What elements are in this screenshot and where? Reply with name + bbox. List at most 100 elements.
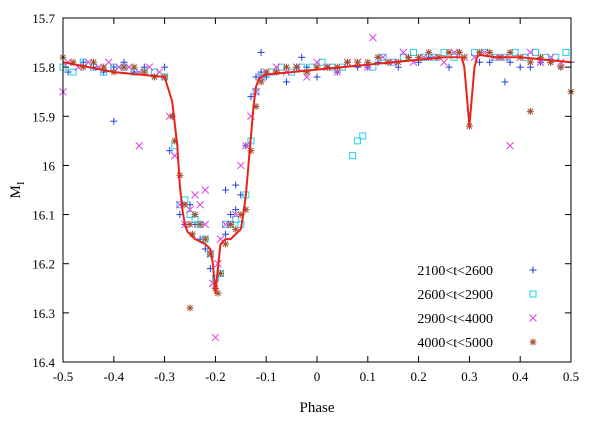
data-point-series-4	[404, 53, 412, 61]
x-tick-label: 0.2	[410, 369, 426, 384]
y-tick-label: 16.3	[32, 306, 55, 321]
y-tick-label: 15.9	[32, 109, 55, 124]
y-tick-label: 16	[42, 158, 56, 173]
legend-label: 4000<t<5000	[417, 336, 493, 351]
data-point-series-1	[516, 63, 524, 71]
data-point-series-3	[526, 48, 535, 57]
data-point-series-1	[161, 63, 169, 71]
data-point-series-4	[186, 220, 194, 228]
data-point-series-1	[445, 63, 453, 71]
data-point-series-4	[216, 270, 224, 278]
data-point-series-4	[445, 48, 453, 56]
data-point-series-3	[145, 63, 154, 71]
data-point-series-2	[359, 132, 367, 140]
data-point-series-4	[486, 48, 494, 56]
data-point-series-4	[257, 78, 265, 86]
data-point-series-3	[135, 141, 144, 150]
x-tick-label: -0.3	[154, 369, 175, 384]
data-point-series-4	[196, 220, 204, 228]
data-point-series-3	[236, 161, 245, 170]
data-point-series-1	[313, 73, 321, 81]
data-point-series-1	[257, 48, 265, 56]
data-point-series-4	[526, 107, 534, 115]
data-point-series-1	[222, 186, 230, 194]
data-point-series-4	[130, 63, 138, 71]
legend: 2100<t<2600 2600<t<2900 2900<t<4000 4000<t<…	[417, 264, 537, 351]
x-tick-label: 0	[314, 369, 321, 384]
data-point-series-2	[410, 48, 418, 56]
data-point-series-4	[120, 63, 128, 71]
data-point-series-4	[232, 225, 240, 233]
data-point-series-2	[562, 48, 570, 56]
x-axis-title: Phase	[300, 400, 335, 416]
data-point-series-1	[486, 58, 494, 66]
data-point-series-3	[196, 200, 205, 209]
data-point-series-4	[201, 235, 209, 243]
data-point-series-4	[455, 48, 463, 56]
y-axis-title-main: M	[8, 185, 24, 198]
data-point-series-3	[186, 205, 194, 214]
data-point-series-1	[501, 78, 509, 86]
data-point-series-4	[293, 63, 301, 71]
data-point-series-4	[506, 48, 514, 56]
data-point-series-4	[354, 58, 362, 66]
model-curve	[62, 53, 572, 295]
y-tick-label: 15.7	[32, 11, 55, 26]
data-point-series-4	[425, 48, 433, 56]
data-point-series-1	[227, 211, 235, 219]
y-tick-label: 15.8	[32, 60, 55, 75]
data-points	[59, 33, 575, 342]
data-point-series-1	[298, 53, 306, 61]
data-point-series-2	[232, 215, 240, 223]
data-point-series-3	[155, 68, 164, 76]
data-point-series-1	[506, 58, 514, 66]
data-point-series-1	[201, 245, 209, 253]
x-tick-label: 0.5	[563, 369, 579, 384]
data-point-series-4	[374, 53, 382, 61]
data-point-series-2	[318, 58, 326, 66]
data-point-series-1	[222, 230, 230, 238]
data-point-series-2	[354, 137, 362, 145]
data-point-series-1	[247, 93, 255, 101]
legend-label: 2900<t<4000	[417, 312, 493, 327]
data-point-series-4	[222, 240, 230, 248]
data-point-series-3	[506, 141, 514, 150]
data-point-series-2	[349, 152, 357, 160]
data-point-series-3	[399, 48, 408, 57]
data-point-series-1	[232, 181, 240, 189]
data-point-series-3	[211, 333, 220, 342]
legend-label: 2600<t<2900	[417, 288, 493, 303]
x-tick-label: -0.4	[104, 369, 125, 384]
axis-ticks: -0.5 -0.4 -0.3 -0.2 -0.1 0 0.1 0.2 0.3 0.4 0.5 15.7…	[32, 11, 579, 384]
data-point-series-4	[227, 220, 235, 228]
data-point-series-4	[186, 304, 194, 312]
data-point-series-3	[201, 186, 210, 194]
data-point-series-1	[176, 211, 184, 219]
data-point-series-3	[104, 58, 113, 67]
data-point-series-2	[531, 48, 539, 56]
y-axis-title: MI	[8, 181, 27, 198]
data-point-series-4	[191, 211, 199, 219]
data-point-series-4	[343, 58, 351, 66]
y-tick-label: 16.4	[32, 355, 55, 370]
data-point-series-1	[476, 58, 484, 66]
legend-marker	[529, 314, 537, 322]
data-point-series-3	[191, 191, 199, 199]
data-point-series-4	[283, 63, 291, 71]
legend-marker	[529, 338, 537, 346]
data-point-series-4	[557, 63, 565, 71]
data-point-series-3	[440, 58, 448, 67]
data-point-series-2	[69, 68, 77, 76]
data-point-series-4	[89, 58, 97, 66]
x-tick-label: -0.5	[53, 369, 74, 384]
legend-marker	[529, 290, 537, 298]
x-tick-label: 0.4	[512, 369, 529, 384]
y-axis-title-subscript: I	[15, 181, 27, 185]
legend-label: 2100<t<2600	[417, 264, 493, 279]
data-point-series-1	[232, 206, 240, 214]
data-point-series-1	[283, 78, 291, 86]
x-tick-label: -0.1	[256, 369, 277, 384]
model-curve-layer	[62, 53, 572, 295]
